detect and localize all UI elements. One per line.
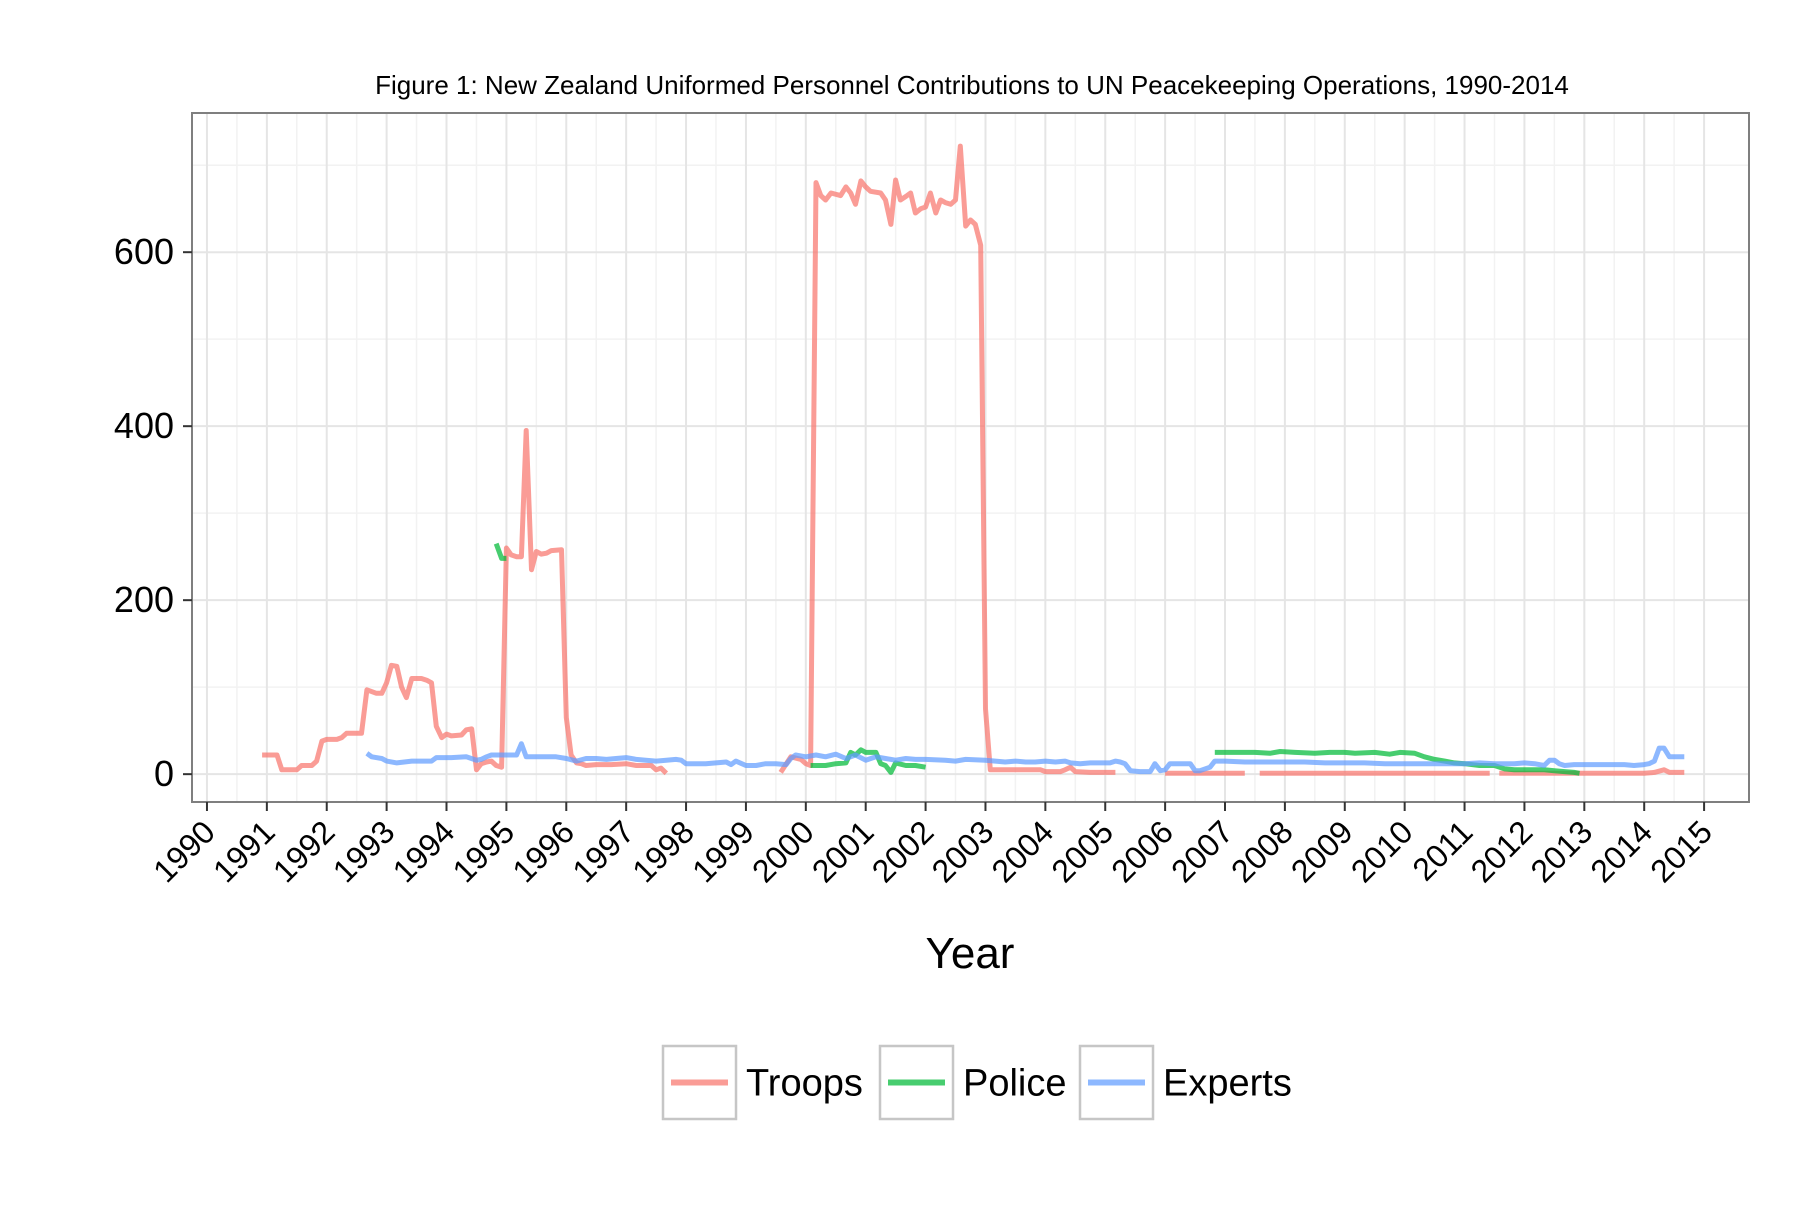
x-tick-label: 1998 xyxy=(625,813,701,889)
legend-label: Experts xyxy=(1163,1063,1292,1105)
series-line-troops xyxy=(778,143,1116,775)
x-tick-label: 1997 xyxy=(565,813,641,889)
x-tick-label: 1993 xyxy=(326,813,402,889)
x-tick-label: 2005 xyxy=(1044,813,1120,889)
x-tick-label: 1994 xyxy=(386,813,462,889)
x-axis-title: Year xyxy=(926,929,1015,978)
legend-label: Police xyxy=(963,1063,1067,1105)
x-tick-label: 2007 xyxy=(1164,813,1240,889)
x-tick-label: 1995 xyxy=(446,813,522,889)
series-line-police xyxy=(493,542,507,561)
series-experts xyxy=(365,741,1685,775)
series-line-troops xyxy=(1499,767,1685,776)
x-tick-label: 2003 xyxy=(925,813,1001,889)
x-tick-label: 2012 xyxy=(1464,813,1540,889)
legend-item-police: Police xyxy=(878,1044,1067,1121)
x-tick-label: 2014 xyxy=(1583,813,1659,889)
y-tick-label: 200 xyxy=(114,579,174,620)
series-line-experts xyxy=(365,741,1685,775)
y-tick-label: 600 xyxy=(114,231,174,272)
x-tick-label: 1991 xyxy=(206,813,282,889)
grid xyxy=(192,113,1749,802)
x-tick-label: 2002 xyxy=(865,813,941,889)
x-tick-label: 2015 xyxy=(1643,813,1719,889)
series-line-police xyxy=(1214,749,1580,776)
x-tick-label: 2001 xyxy=(805,813,881,889)
plot-panel-border xyxy=(191,112,1750,803)
x-tick-label: 2006 xyxy=(1104,813,1180,889)
legend-item-troops: Troops xyxy=(661,1044,863,1121)
x-tick-label: 1990 xyxy=(146,813,222,889)
x-tick-label: 2004 xyxy=(985,813,1061,889)
x-tick-label: 1996 xyxy=(505,813,581,889)
x-tick-label: 2011 xyxy=(1405,813,1479,887)
legend-item-experts: Experts xyxy=(1078,1044,1292,1121)
chart-title: Figure 1: New Zealand Uniformed Personne… xyxy=(375,70,1569,100)
y-tick-label: 400 xyxy=(114,405,174,446)
x-tick-label: 2000 xyxy=(745,813,821,889)
x-tick-label: 2010 xyxy=(1344,813,1420,889)
series-line-police xyxy=(810,747,927,775)
x-tick-label: 2009 xyxy=(1284,813,1360,889)
series-line-troops xyxy=(262,428,669,776)
x-axis: 1990199119921993199419951996199719981999… xyxy=(146,802,1719,889)
series-police xyxy=(493,542,1580,776)
series-troops xyxy=(262,143,1685,776)
x-tick-label: 1999 xyxy=(685,813,761,889)
legend: Troops Police Experts xyxy=(661,1044,1292,1121)
y-axis: 0 200 400 600 xyxy=(114,231,192,794)
y-tick-label: 0 xyxy=(154,753,174,794)
series-group xyxy=(262,143,1685,776)
legend-label: Troops xyxy=(746,1063,863,1105)
x-tick-label: 2013 xyxy=(1523,813,1599,889)
x-tick-label: 2008 xyxy=(1224,813,1300,889)
x-tick-label: 1992 xyxy=(266,813,342,889)
